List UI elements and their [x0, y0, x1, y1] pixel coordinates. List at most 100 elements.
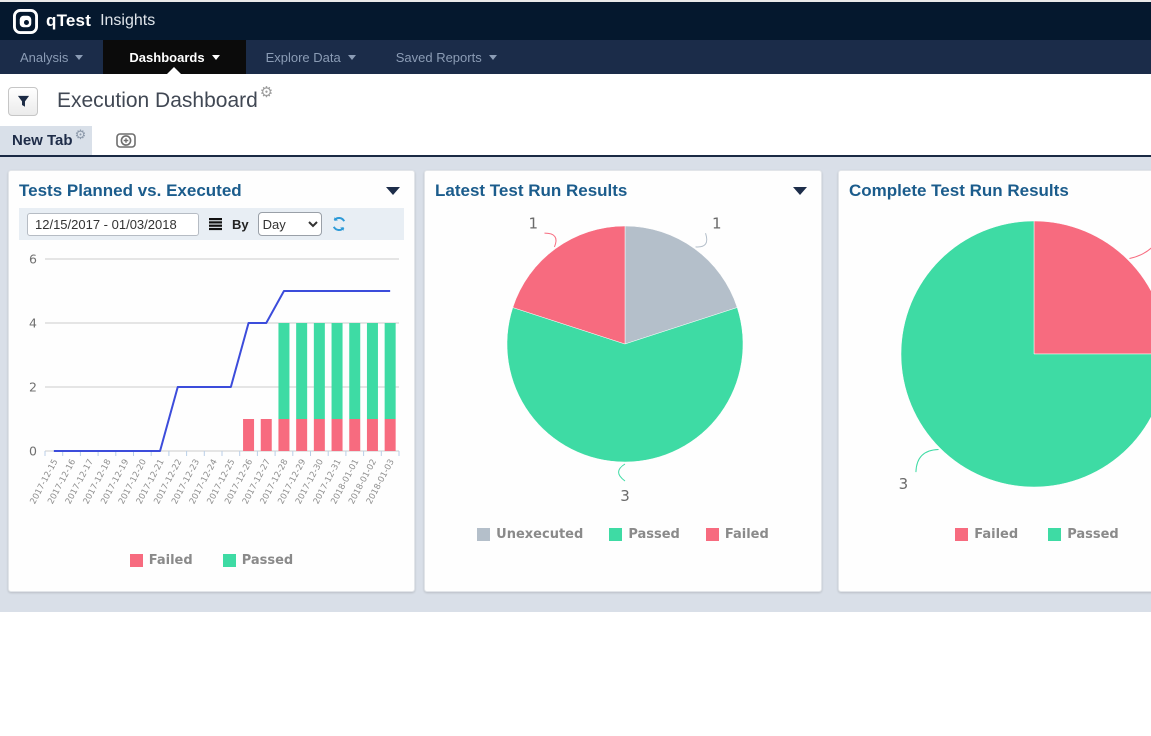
y-axis-label: 0: [29, 444, 37, 459]
main-nav: Analysis Dashboards Explore Data Saved R…: [0, 40, 1151, 74]
pie-label-leader: [915, 448, 939, 473]
card-complete-test-run-results: Complete Test Run Results 13 Failed Passe…: [838, 170, 1151, 592]
pie-slice-passed[interactable]: [900, 220, 1151, 488]
tab-settings-gear-icon[interactable]: ⚙: [74, 128, 87, 143]
chart-controls: By Day: [19, 208, 404, 240]
pie-slice-unexecuted[interactable]: [624, 225, 738, 345]
legend-label: Failed: [724, 527, 769, 542]
tab-new-tab[interactable]: New Tab ⚙: [0, 126, 93, 155]
card-menu-caret-icon[interactable]: [386, 187, 400, 195]
complete-test-run-results-chart: 13: [899, 220, 1151, 493]
pie-slice-failed[interactable]: [1033, 220, 1151, 355]
bar-failed[interactable]: [278, 419, 290, 451]
legend-swatch: [705, 528, 719, 541]
pie-label-leader: [618, 463, 626, 482]
pie-slice-failed[interactable]: [512, 225, 626, 345]
planned-line-series[interactable]: [53, 290, 391, 452]
card-title: Tests Planned vs. Executed: [19, 181, 242, 200]
y-axis-label: 4: [29, 316, 37, 331]
add-tab-icon[interactable]: [114, 132, 138, 150]
chevron-down-icon: [347, 54, 356, 60]
card-title: Complete Test Run Results: [849, 181, 1069, 200]
chart-legend: Unexecuted Passed Failed: [435, 527, 811, 542]
bar-failed[interactable]: [296, 419, 308, 451]
pie-slice-value: 3: [620, 487, 630, 505]
card-menu-caret-icon[interactable]: [793, 187, 807, 195]
brand-name: qTest: [46, 11, 92, 30]
legend-swatch: [222, 554, 236, 567]
y-axis-label: 2: [29, 380, 37, 395]
nav-item-dashboards[interactable]: Dashboards: [103, 40, 246, 74]
refresh-icon: [332, 217, 345, 231]
page-title: Execution Dashboard: [57, 89, 258, 112]
bar-failed[interactable]: [366, 419, 378, 451]
by-label: By: [232, 216, 249, 232]
nav-item-label: Saved Reports: [395, 49, 482, 65]
bar-passed[interactable]: [366, 323, 378, 419]
tests-planned-vs-executed-chart: 02462017-12-152017-12-162017-12-172017-1…: [28, 252, 400, 506]
dashboard-settings-gear-icon[interactable]: ⚙: [259, 83, 274, 101]
tab-label: New Tab: [12, 132, 73, 149]
pie-label-leader: [695, 233, 708, 248]
calendar-icon[interactable]: [208, 217, 223, 231]
pie-slice-passed[interactable]: [506, 307, 744, 463]
card-title: Latest Test Run Results: [435, 181, 628, 200]
app-header: qTest Insights: [0, 0, 1151, 40]
legend-item-failed[interactable]: Failed: [955, 527, 1018, 542]
date-range-input[interactable]: [27, 212, 199, 236]
legend-label: Passed: [241, 553, 294, 568]
bar-failed[interactable]: [260, 419, 272, 451]
nav-item-label: Dashboards: [129, 49, 205, 65]
refresh-button[interactable]: [331, 216, 347, 232]
legend-item-passed[interactable]: Passed: [609, 527, 680, 542]
interval-select[interactable]: Day: [257, 212, 322, 236]
legend-swatch: [477, 528, 491, 541]
chart-legend: Failed Passed: [849, 527, 1151, 542]
chart-legend: Failed Passed: [19, 553, 404, 568]
nav-item-saved-reports[interactable]: Saved Reports: [376, 40, 517, 74]
legend-label: Passed: [628, 527, 680, 542]
legend-item-failed[interactable]: Failed: [129, 553, 193, 568]
card-tests-planned-vs-executed: Tests Planned vs. Executed By Day: [8, 170, 415, 592]
bar-passed[interactable]: [296, 323, 308, 419]
nav-item-label: Analysis: [20, 49, 69, 65]
bar-failed[interactable]: [349, 419, 361, 451]
page-title-row: Execution Dashboard ⚙: [0, 74, 1151, 128]
bar-passed[interactable]: [313, 323, 325, 419]
dashboard-content: Tests Planned vs. Executed By Day: [0, 157, 1151, 612]
bar-failed[interactable]: [384, 419, 396, 451]
bar-failed[interactable]: [243, 419, 255, 451]
nav-item-label: Explore Data: [265, 49, 341, 65]
legend-label: Failed: [974, 527, 1019, 542]
pie-slice-value: 1: [528, 214, 538, 232]
qtest-logo-icon: [13, 8, 38, 34]
legend-item-failed[interactable]: Failed: [705, 527, 769, 542]
pie-slice-value: 1: [712, 214, 722, 232]
bar-passed[interactable]: [349, 323, 361, 419]
latest-test-run-results-chart: 1 3 1: [506, 214, 744, 505]
bar-passed[interactable]: [278, 323, 290, 419]
legend-label: Unexecuted: [496, 527, 584, 542]
chevron-down-icon: [488, 54, 497, 60]
legend-label: Passed: [1067, 527, 1119, 542]
bar-failed[interactable]: [331, 419, 343, 451]
dashboard-tab-bar: New Tab ⚙: [0, 126, 1151, 157]
legend-item-passed[interactable]: Passed: [1048, 527, 1119, 542]
legend-item-unexecuted[interactable]: Unexecuted: [477, 527, 583, 542]
pie-slice-value: 3: [899, 475, 909, 493]
product-name: Insights: [100, 12, 156, 29]
nav-item-explore-data[interactable]: Explore Data: [246, 40, 376, 74]
card-latest-test-run-results: Latest Test Run Results 1 3 1 Unexecuted Pa…: [424, 170, 822, 592]
filter-button[interactable]: [8, 86, 38, 116]
legend-swatch: [129, 554, 143, 567]
chevron-down-icon: [75, 54, 84, 60]
funnel-icon: [17, 95, 29, 107]
y-axis-label: 6: [29, 252, 37, 267]
bar-passed[interactable]: [384, 323, 396, 419]
legend-item-passed[interactable]: Passed: [222, 553, 294, 568]
bar-failed[interactable]: [313, 419, 325, 451]
chevron-down-icon: [211, 54, 220, 60]
nav-item-analysis[interactable]: Analysis: [0, 40, 103, 74]
bar-passed[interactable]: [331, 323, 343, 419]
pie-label-leader: [544, 232, 557, 248]
